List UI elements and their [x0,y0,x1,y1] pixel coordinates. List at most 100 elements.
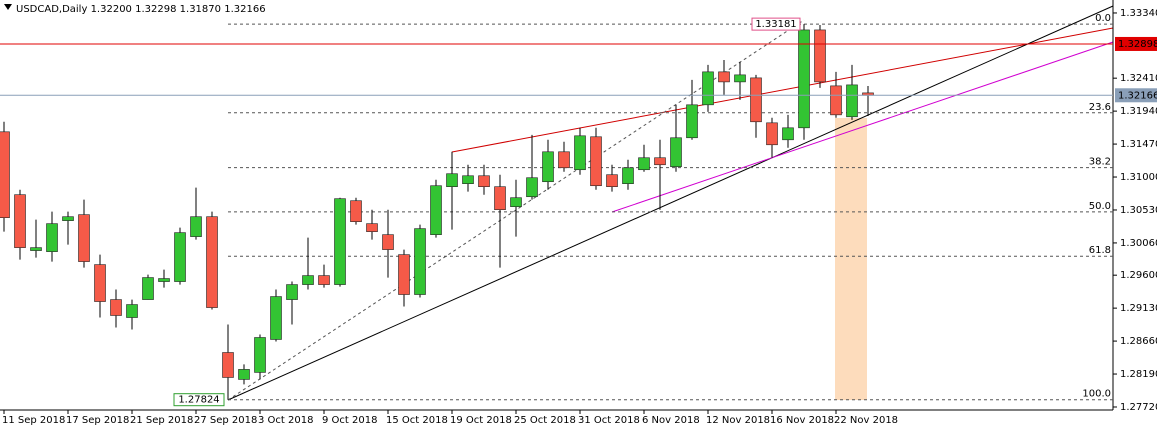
candle-body [270,296,282,340]
candle-body [350,200,362,222]
candle-body [414,228,426,295]
candle-body [654,157,666,166]
candle-body [686,104,698,139]
y-tick-label: 1.33340 [1120,8,1157,19]
x-tick-label: 17 Sep 2018 [66,415,129,426]
x-tick-label: 25 Oct 2018 [514,415,576,426]
fib-label: 38.2 [1089,157,1111,168]
candle-body [302,275,314,285]
candle-body [526,177,538,198]
candle-body [782,127,794,141]
fib-low-label: 1.27824 [178,395,219,406]
candle-body [718,71,730,83]
fib-label: 50.0 [1089,201,1111,212]
candle-body [494,186,506,210]
candle-body [590,136,602,187]
ohlc-value: 1.32200 [91,4,132,15]
candle-body [334,198,346,285]
symbol: USDCAD,Daily [16,4,87,15]
candle-body [382,234,394,250]
candle-body [702,71,714,106]
price-label-box [1115,36,1157,51]
candle-body [478,175,490,188]
x-tick-label: 15 Oct 2018 [386,415,448,426]
x-tick-label: 9 Oct 2018 [322,415,377,426]
ohlc-value: 1.32298 [135,4,176,15]
trend-line [451,27,1114,153]
x-tick-label: 6 Nov 2018 [642,415,700,426]
fib-low-box [173,393,225,407]
fib-label: 0.0 [1095,13,1111,24]
y-tick-label: 1.29600 [1120,270,1157,281]
y-tick-label: 1.28190 [1120,369,1157,380]
y-tick-label: 1.31470 [1120,139,1157,150]
trend-line [611,41,1114,213]
candle-body [462,175,474,184]
candle-body [766,122,778,146]
fib-label: 23.6 [1089,102,1111,113]
candle-body [0,131,10,218]
candle-body [158,278,170,282]
candle-body [190,216,202,237]
x-tick-label: 21 Sep 2018 [130,415,193,426]
candle-body [238,369,250,380]
x-tick-label: 16 Nov 2018 [770,415,834,426]
x-tick-label: 31 Oct 2018 [578,415,640,426]
x-tick-label: 3 Oct 2018 [258,415,313,426]
fib-high-label: 1.33181 [755,19,796,30]
menu-icon[interactable] [4,4,12,10]
candle-body [830,85,842,116]
trend-line [227,5,1114,401]
candle-body [510,197,522,207]
x-tick-label: 19 Oct 2018 [450,415,512,426]
y-tick-label: 1.30530 [1120,205,1157,216]
y-tick-label: 1.31940 [1120,106,1157,117]
candle-body [46,223,58,252]
candle-body [734,74,746,83]
price-label: 1.32898 [1118,39,1157,50]
candle-body [142,277,154,300]
y-tick-label: 1.31000 [1120,172,1157,183]
fib-label: 100.0 [1082,389,1111,400]
candle-body [366,223,378,232]
fib-label: 61.8 [1089,245,1111,256]
fib-base-line [227,19,805,401]
candle-body [110,299,122,316]
candle-body [78,214,90,262]
candle-body [318,275,330,285]
candle-body [798,29,810,129]
candle-body [62,216,74,221]
candle-body [94,264,106,302]
chart-title: USDCAD,Daily 1.32200 1.32298 1.31870 1.3… [16,4,266,15]
candle-body [750,77,762,123]
ohlc-value: 1.31870 [180,4,221,15]
candle-body [174,232,186,282]
ohlc-value: 1.32166 [224,4,265,15]
y-tick-label: 1.29130 [1120,303,1157,314]
candle-body [206,216,218,308]
candle-body [638,157,650,171]
candle-body [254,337,266,373]
y-tick-label: 1.32410 [1120,73,1157,84]
candle-body [670,137,682,168]
x-tick-label: 27 Sep 2018 [194,415,257,426]
x-tick-label: 11 Sep 2018 [2,415,65,426]
price-label: 1.32166 [1118,90,1157,101]
y-tick-label: 1.28660 [1120,336,1157,347]
candle-body [846,84,858,118]
candle-body [222,352,234,378]
candle-body [14,194,26,248]
candle-body [30,247,42,251]
highlight-zone [835,118,867,400]
fib-high-box [751,17,801,31]
price-label-box [1115,88,1157,103]
candle-body [446,173,458,188]
candle-body [286,284,298,300]
candle-body [558,151,570,169]
candle-body [430,185,442,235]
candle-body [622,167,634,184]
